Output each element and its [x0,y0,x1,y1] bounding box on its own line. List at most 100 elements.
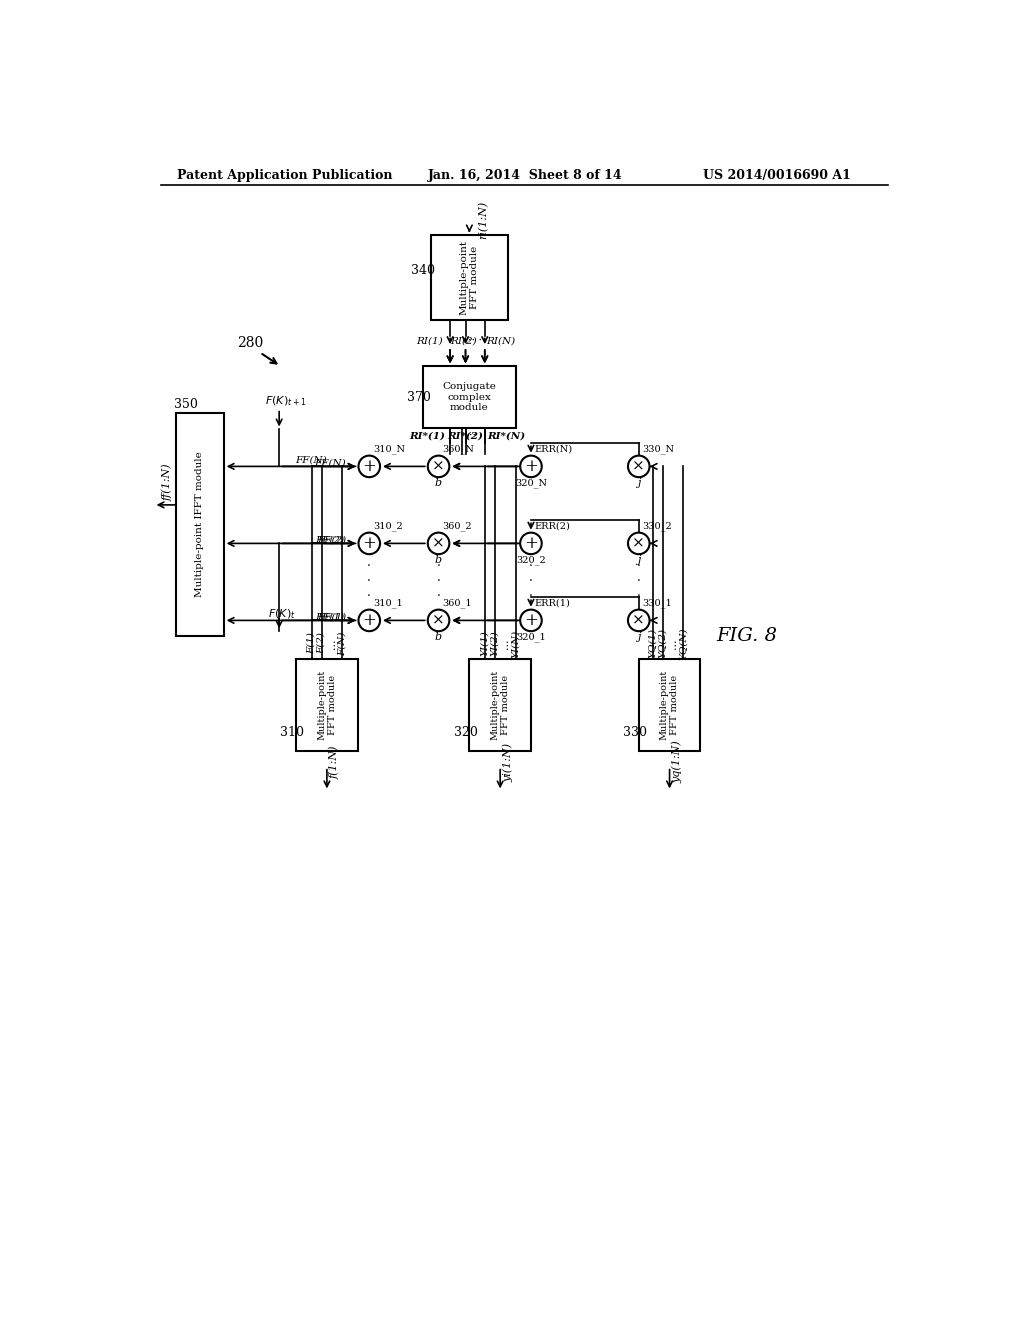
Bar [469,659,531,751]
Text: ·
·
·: · · · [637,561,641,603]
Text: ERR(2): ERR(2) [535,521,570,531]
Circle shape [428,610,450,631]
Text: RI(1): RI(1) [416,337,442,346]
Circle shape [428,533,450,554]
Text: ×: × [432,459,445,474]
Bar [431,235,508,321]
Text: +: + [362,535,376,552]
Text: 330: 330 [623,726,647,739]
Text: ·
·
·: · · · [368,561,371,603]
Bar [423,367,515,428]
Text: +: + [524,612,538,628]
Text: 320_1: 320_1 [516,632,546,643]
Text: $F(K)_{t+1}$: $F(K)_{t+1}$ [265,395,306,408]
Text: yi(1:N): yi(1:N) [503,743,513,781]
Text: FIG. 8: FIG. 8 [716,627,777,644]
Text: Multiple-point IFFT module: Multiple-point IFFT module [196,451,205,597]
Circle shape [520,610,542,631]
Text: Jan. 16, 2014  Sheet 8 of 14: Jan. 16, 2014 Sheet 8 of 14 [427,169,623,182]
Text: RI*(2): RI*(2) [446,432,482,440]
Text: $F(K)_t$: $F(K)_t$ [267,607,295,620]
Text: ·
·
·: · · · [529,561,532,603]
Text: b: b [435,478,442,488]
Text: 280: 280 [237,337,263,350]
Text: ×: × [633,614,645,627]
Text: 320: 320 [454,726,477,739]
Text: FF(N): FF(N) [295,455,327,465]
Text: ri(1:N): ri(1:N) [478,201,488,239]
Text: 340: 340 [412,264,435,277]
Text: 330_1: 330_1 [643,598,673,609]
Text: Multiple-point
FFT module: Multiple-point FFT module [659,671,679,741]
Text: 310: 310 [281,726,304,739]
Text: FF(2): FF(2) [315,535,345,544]
Text: YI(1): YI(1) [480,631,489,656]
Text: Multiple-point
FFT module: Multiple-point FFT module [490,671,510,741]
Text: ·
·
·: · · · [436,561,440,603]
Bar [176,413,223,636]
Text: ...: ... [500,639,510,648]
Text: ·· ·: ·· · [468,335,481,346]
Circle shape [520,455,542,478]
Text: RI(N): RI(N) [486,337,515,346]
Circle shape [628,455,649,478]
Text: +: + [362,612,376,628]
Bar [639,659,700,751]
Text: F(N): F(N) [338,631,347,656]
Text: Patent Application Publication: Patent Application Publication [177,169,392,182]
Circle shape [628,533,649,554]
Text: RI(2): RI(2) [450,337,476,346]
Text: ×: × [432,614,445,627]
Text: ERR(1): ERR(1) [535,599,570,609]
Text: 330_N: 330_N [643,445,675,454]
Text: ·· ·: ·· · [469,430,482,441]
Text: 360_2: 360_2 [442,521,472,532]
Text: 310_2: 310_2 [373,521,402,532]
Text: 330_2: 330_2 [643,521,673,532]
Circle shape [358,455,380,478]
Text: ×: × [633,459,645,474]
Text: ...: ... [668,639,678,648]
Circle shape [520,533,542,554]
Text: F(2): F(2) [317,632,326,655]
Text: 350: 350 [174,399,198,412]
Text: YI(N): YI(N) [511,630,520,657]
Text: RI*(1): RI*(1) [409,432,444,440]
Circle shape [428,455,450,478]
Text: YI(2): YI(2) [490,631,500,656]
Text: ERR(N): ERR(N) [535,445,573,454]
Text: b: b [435,632,442,643]
Text: 310_N: 310_N [373,445,406,454]
Text: j: j [637,632,640,643]
Text: 360_N: 360_N [442,445,474,454]
Text: YQ(1): YQ(1) [648,628,657,659]
Text: ×: × [432,536,445,550]
Text: 310_1: 310_1 [373,598,402,609]
Text: +: + [524,458,538,475]
Bar [296,659,357,751]
Text: YQ(2): YQ(2) [658,628,667,659]
Text: j: j [637,478,640,488]
Text: FF(1): FF(1) [315,612,345,620]
Text: Conjugate
complex
module: Conjugate complex module [442,383,497,412]
Text: FF(2): FF(2) [317,535,346,544]
Circle shape [358,533,380,554]
Text: F(1): F(1) [307,632,316,655]
Text: 360_1: 360_1 [442,598,472,609]
Text: ...: ... [327,639,337,648]
Text: f(1:N): f(1:N) [330,746,340,779]
Text: yq(1:N): yq(1:N) [672,741,683,784]
Text: 320_2: 320_2 [516,556,546,565]
Text: RI*(N): RI*(N) [487,432,525,440]
Text: 320_N: 320_N [515,478,547,488]
Text: US 2014/0016690 A1: US 2014/0016690 A1 [703,169,851,182]
Text: Multiple-point
FFT module: Multiple-point FFT module [317,671,337,741]
Text: +: + [362,458,376,475]
Text: j: j [637,556,640,565]
Text: b: b [435,556,442,565]
Text: FF(N): FF(N) [314,458,346,467]
Text: ×: × [633,536,645,550]
Text: ff(1:N): ff(1:N) [162,463,173,500]
Text: Multiple-point
FFT module: Multiple-point FFT module [460,240,479,315]
Circle shape [358,610,380,631]
